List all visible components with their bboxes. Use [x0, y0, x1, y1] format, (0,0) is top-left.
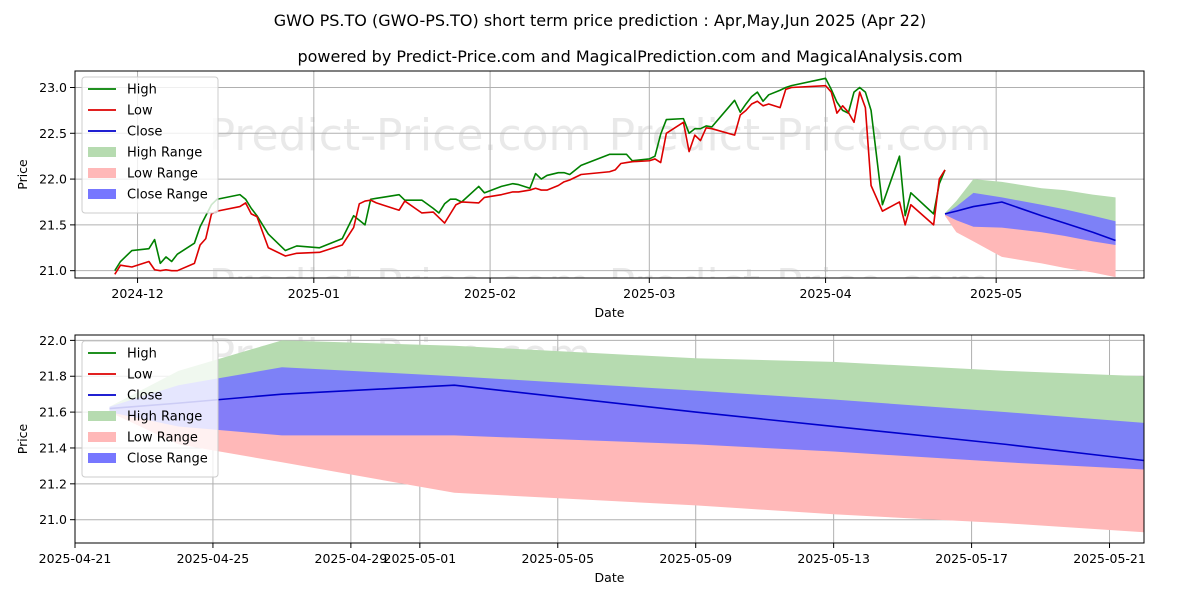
panel-bottom: Predict-Price.comPredict-Price.com2025-0… [15, 333, 1146, 585]
y-tick-label: 21.6 [39, 405, 67, 420]
y-tick-label: 21.0 [39, 512, 67, 527]
y-tick-label: 22.5 [39, 126, 67, 141]
legend-swatch [88, 411, 116, 421]
chart-title: GWO PS.TO (GWO-PS.TO) short term price p… [274, 11, 927, 30]
watermark: Predict-Price.com [209, 110, 592, 161]
legend-label: High Range [127, 146, 202, 161]
x-tick-label: 2024-12 [111, 286, 163, 301]
axes-frame [74, 70, 1145, 279]
x-tick-label: 2025-05-09 [659, 551, 732, 566]
x-tick-label: 2025-05 [970, 286, 1022, 301]
x-tick-label: 2025-05-17 [935, 551, 1008, 566]
x-tick-label: 2025-05-13 [797, 551, 870, 566]
x-axis-label: Date [595, 570, 625, 585]
x-tick-label: 2025-02 [464, 286, 516, 301]
x-tick-label: 2025-04-29 [315, 551, 388, 566]
close-range-band [944, 192, 1116, 246]
legend-label: Close Range [127, 452, 208, 467]
legend-swatch [88, 147, 116, 157]
x-tick-label: 2025-03 [623, 286, 675, 301]
legend-label: Low Range [127, 167, 198, 182]
y-tick-label: 23.0 [39, 80, 67, 95]
legend-label: High [127, 347, 157, 362]
low-line [114, 84, 946, 275]
x-axis-label: Date [595, 305, 625, 320]
x-tick-label: 2025-05-05 [521, 551, 594, 566]
axes-frame [74, 334, 1145, 544]
legend-label: Low Range [127, 431, 198, 446]
x-tick-label: 2025-05-21 [1073, 551, 1146, 566]
watermark: Predict-Price.com [209, 260, 592, 311]
y-tick-label: 21.8 [39, 369, 67, 384]
high-line [114, 77, 946, 272]
close-range-band [109, 367, 1144, 470]
close-line [944, 201, 1116, 242]
data-group [109, 340, 1144, 533]
legend-label: Low [127, 368, 153, 383]
legend-label: Close [127, 389, 162, 404]
x-tick-label: 2025-04-21 [39, 551, 112, 566]
y-axis-label: Price [15, 159, 30, 190]
y-tick-label: 21.2 [39, 476, 67, 491]
x-tick-label: 2025-04 [799, 286, 851, 301]
y-tick-label: 21.5 [39, 217, 67, 232]
legend-label: High [127, 83, 157, 98]
x-tick-label: 2025-01 [288, 286, 340, 301]
legend-label: Low [127, 104, 153, 119]
legend-label: Close [127, 125, 162, 140]
legend-box [81, 340, 219, 478]
legend-swatch [88, 189, 116, 199]
legend-label: Close Range [127, 188, 208, 203]
x-tick-label: 2025-04-25 [177, 551, 250, 566]
y-tick-label: 21.0 [39, 263, 67, 278]
x-tick-label: 2025-05-01 [384, 551, 457, 566]
panel-top: Predict-Price.com Predict-Price.com Predic… [15, 70, 1145, 320]
legend-box [81, 76, 219, 214]
legend-swatch [88, 453, 116, 463]
chart-subtitle: powered by Predict-Price.com and Magical… [297, 47, 962, 66]
y-tick-label: 21.4 [39, 440, 67, 455]
legend-label: High Range [127, 410, 202, 425]
y-axis-label: Price [15, 423, 30, 454]
data-group [114, 77, 1116, 278]
y-tick-label: 22.0 [39, 172, 67, 187]
y-tick-label: 22.0 [39, 333, 67, 348]
watermark: Predict-Price.com [609, 260, 992, 311]
legend-swatch [88, 168, 116, 178]
legend-swatch [88, 432, 116, 442]
